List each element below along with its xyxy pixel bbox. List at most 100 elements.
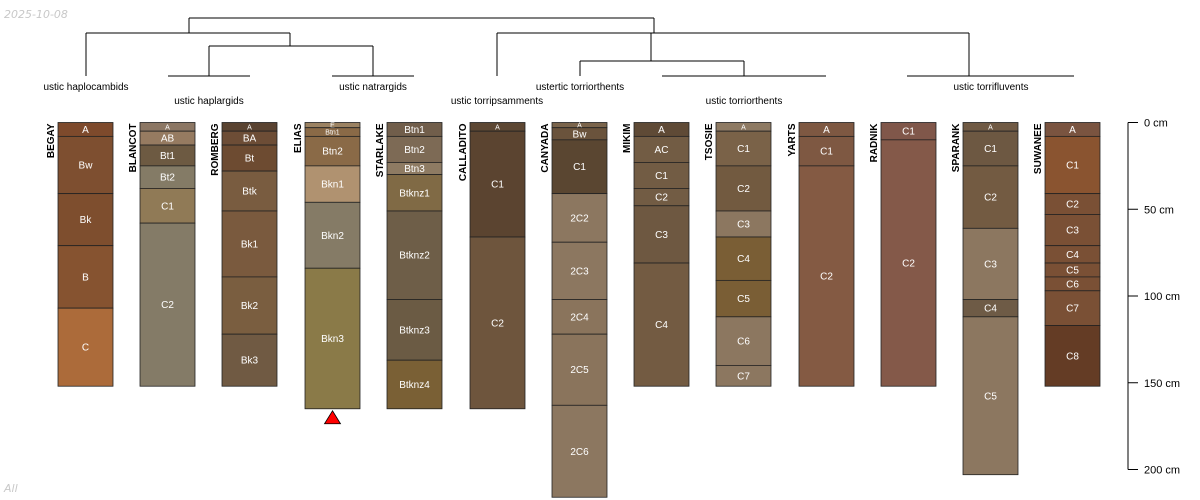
horizon-label: Btn1 [404, 125, 425, 136]
taxon-group-label: ustic torrifluvents [953, 82, 1028, 93]
horizon-label: C1 [573, 162, 586, 173]
profile-name: ROMBERG [210, 123, 221, 175]
horizon-label: Btknz4 [399, 380, 430, 391]
horizon-bk2 [221, 276, 278, 335]
depth-axis: 0 cm 50 cm 100 cm 150 cm 200 cm [1127, 118, 1180, 477]
horizon-btk [221, 170, 278, 212]
horizon-label: A [577, 123, 582, 130]
taxon-group-label: ustic torriorthents [706, 96, 783, 107]
horizon-bkn2 [304, 201, 361, 269]
horizon-label: Btk [242, 187, 257, 198]
horizon-label: 2C4 [570, 312, 589, 323]
horizon-c5 [715, 279, 772, 318]
horizon-c2 [962, 165, 1019, 229]
horizon-label: A [1069, 125, 1076, 136]
horizon-c3 [633, 205, 690, 264]
horizon-btknz1 [386, 174, 443, 212]
horizon-label: C4 [1066, 250, 1079, 261]
taxon-group-label: ustic torripsamments [451, 96, 543, 107]
horizon-label: 2C6 [570, 447, 589, 458]
horizon-label: C4 [655, 320, 668, 331]
profile-name: SPARANK [951, 123, 962, 172]
profile-yarts: A C1 C2 YARTS [787, 122, 855, 387]
horizon-label: Bk [80, 215, 93, 226]
horizon-label: C2 [655, 193, 668, 204]
horizon-label: C1 [161, 201, 174, 212]
horizon-label: BA [243, 134, 257, 145]
depth-tick-label: 50 cm [1144, 204, 1174, 216]
horizon-btknz2 [386, 210, 443, 300]
horizon-c1 [551, 139, 608, 195]
date-stamp: 2025-10-08 [4, 8, 68, 21]
profile-blancot: A AB Bt1 Bt2 C1 C2 BLANCOT [128, 122, 196, 387]
horizon-label: A [165, 124, 170, 131]
horizon-label: C4 [984, 304, 997, 315]
horizon-c7 [1044, 290, 1101, 326]
horizon-bt [221, 144, 278, 172]
horizon-label: Btknz2 [399, 251, 430, 262]
horizon-2c5 [551, 333, 608, 406]
horizon-label: Bkn2 [321, 231, 344, 242]
horizon-label: C1 [984, 144, 997, 155]
horizon-c1 [139, 188, 196, 224]
profile-name: CANYADA [540, 124, 551, 173]
horizon-label: A [495, 124, 500, 131]
horizon-c2 [798, 165, 855, 387]
horizon-label: Bw [79, 161, 94, 172]
profile-name: CALLADITO [458, 123, 469, 181]
horizon-label: Bw [573, 129, 588, 140]
horizon-label: C3 [1066, 226, 1079, 237]
horizon-label: A [988, 124, 993, 131]
horizon-c4 [633, 262, 690, 387]
horizon-label: C2 [820, 272, 833, 283]
horizon-label: B [82, 272, 89, 283]
horizon-c8 [1044, 325, 1101, 387]
profile-tsosie: A C1 C2 C3 C4 C5 C6 C7 TSOSIE [704, 122, 772, 387]
profile-name: BEGAY [46, 123, 57, 158]
taxon-group-label: ustic haplocambids [43, 82, 128, 93]
horizon-label: Btn1 [325, 129, 340, 136]
horizon-label: C2 [1066, 200, 1079, 211]
horizon-label: Bk3 [241, 356, 259, 367]
horizon-label: Btknz1 [399, 188, 430, 199]
horizon-label: AC [655, 145, 669, 156]
horizon-label: Btknz3 [399, 325, 430, 336]
horizon-label: Bt1 [160, 151, 175, 162]
horizon-label: Bt2 [160, 173, 175, 184]
horizon-label: C8 [1066, 351, 1079, 362]
horizon-label: C2 [161, 300, 174, 311]
horizon-2c4 [551, 299, 608, 335]
horizon-bk [57, 193, 114, 247]
horizon-label: Btn2 [322, 147, 343, 158]
depth-tick-label: 100 cm [1144, 291, 1180, 303]
horizon-label: C7 [737, 371, 750, 382]
horizon-bkn3 [304, 267, 361, 410]
horizon-label: Btn3 [404, 164, 425, 175]
horizon-label: A [658, 125, 665, 136]
horizon-label: C3 [984, 259, 997, 270]
horizon-c1 [798, 135, 855, 167]
horizon-label: C2 [984, 193, 997, 204]
horizon-c4 [715, 236, 772, 281]
truncation-marker [323, 410, 342, 425]
horizon-bkn1 [304, 165, 361, 203]
horizon-bk1 [221, 210, 278, 278]
horizon-label: C4 [737, 254, 750, 265]
horizon-label: C3 [737, 219, 750, 230]
horizon-label: A [247, 124, 252, 131]
horizon-c5 [962, 316, 1019, 476]
horizon-label: C6 [737, 337, 750, 348]
horizon-btknz3 [386, 299, 443, 361]
profile-name: ELIAS [293, 123, 304, 153]
horizon-label: C1 [655, 171, 668, 182]
profile-begay: A Bw Bk B C BEGAY [46, 122, 114, 387]
horizon-label: C2 [491, 318, 504, 329]
subset-label: All [3, 482, 18, 495]
profile-name: STARLAKE [375, 123, 386, 177]
horizon-label: 2C3 [570, 266, 589, 277]
horizon-label: C1 [1066, 161, 1079, 172]
horizon-label: Bk2 [241, 301, 259, 312]
horizon-label: E [330, 123, 335, 130]
